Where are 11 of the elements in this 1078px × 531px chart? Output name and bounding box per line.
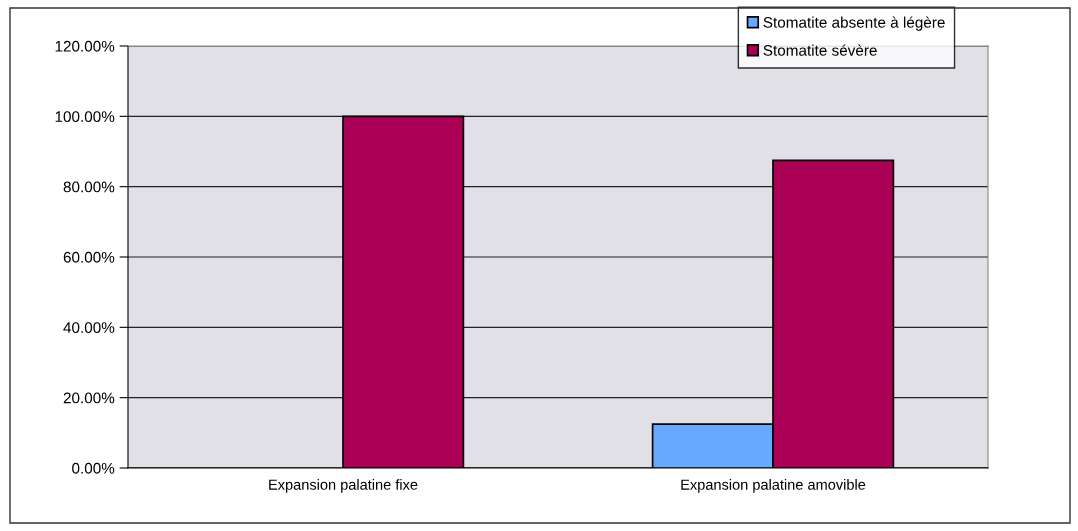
y-tick-label: 120.00%: [55, 40, 115, 52]
x-tick-label: Expansion palatine fixe: [269, 479, 418, 493]
x-tick-label: Expansion palatine amovible: [681, 479, 866, 493]
legend-label: Stomatite sévère: [763, 44, 877, 56]
y-tick-label: 0.00%: [72, 462, 115, 474]
y-tick-label: 100.00%: [55, 111, 115, 123]
legend-label: Stomatite absente à légère: [763, 16, 945, 31]
y-tick-label: 60.00%: [63, 251, 115, 263]
y-tick-label: 40.00%: [63, 322, 115, 334]
y-tick-label: 20.00%: [63, 392, 115, 404]
y-tick-label: 80.00%: [63, 181, 115, 193]
